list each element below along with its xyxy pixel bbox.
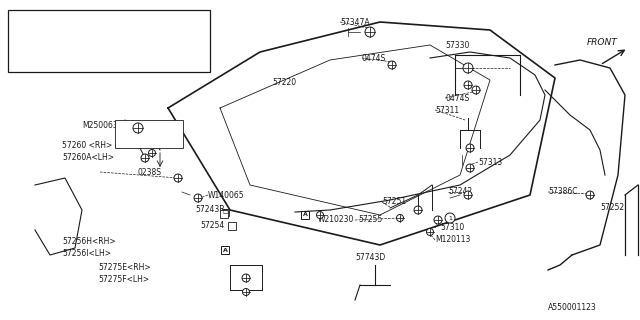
Circle shape — [466, 164, 474, 172]
Text: A/C LABEL: A/C LABEL — [129, 138, 168, 147]
Text: 57275E<RH>: 57275E<RH> — [98, 263, 150, 273]
Text: 57743D: 57743D — [355, 253, 385, 262]
Text: 0474S: 0474S — [445, 93, 469, 102]
Circle shape — [388, 61, 396, 69]
Text: A: A — [223, 247, 227, 252]
Text: 57260 <RH>: 57260 <RH> — [62, 140, 112, 149]
Bar — [301, 211, 309, 219]
Text: FRONT: FRONT — [587, 37, 618, 46]
Text: 57310: 57310 — [440, 223, 464, 233]
Circle shape — [243, 289, 250, 295]
Text: W140065: W140065 — [208, 190, 244, 199]
Text: M120113: M120113 — [435, 236, 470, 244]
Text: 0238S: 0238S — [138, 167, 162, 177]
Text: 57260A<LH>: 57260A<LH> — [62, 153, 114, 162]
Circle shape — [414, 206, 422, 214]
Text: FIG.730: FIG.730 — [134, 125, 164, 134]
Circle shape — [148, 149, 156, 156]
Circle shape — [194, 194, 202, 202]
Circle shape — [472, 86, 480, 94]
Circle shape — [141, 154, 149, 162]
Text: 57386C: 57386C — [548, 188, 577, 196]
Text: <1608- >: <1608- > — [122, 52, 159, 61]
Text: < -1608>: < -1608> — [122, 26, 159, 35]
Bar — [221, 246, 229, 254]
Text: 57243B: 57243B — [195, 205, 225, 214]
Bar — [115, 120, 183, 148]
Text: 57252: 57252 — [600, 204, 624, 212]
Circle shape — [463, 63, 473, 73]
Bar — [220, 210, 228, 218]
Bar — [8, 10, 210, 72]
Circle shape — [365, 27, 375, 37]
Text: 0474S: 0474S — [362, 53, 387, 62]
Text: 57311: 57311 — [435, 106, 459, 115]
Text: M000457: M000457 — [42, 52, 78, 61]
Circle shape — [397, 214, 403, 221]
Text: 57254: 57254 — [200, 220, 224, 229]
Text: 57313: 57313 — [478, 157, 502, 166]
Text: A: A — [303, 212, 307, 218]
Circle shape — [445, 213, 455, 223]
Bar — [221, 209, 228, 215]
Text: 57255: 57255 — [358, 215, 382, 225]
Text: 57220: 57220 — [272, 77, 296, 86]
Circle shape — [133, 123, 143, 133]
Circle shape — [586, 191, 594, 199]
Circle shape — [174, 174, 182, 182]
Text: W210230: W210230 — [318, 215, 355, 225]
Circle shape — [17, 37, 33, 53]
Text: M000331: M000331 — [42, 26, 77, 35]
Text: M250063: M250063 — [82, 121, 118, 130]
Circle shape — [317, 212, 323, 219]
Circle shape — [434, 216, 442, 224]
Circle shape — [466, 144, 474, 152]
Bar — [228, 222, 236, 230]
Text: 57347A: 57347A — [340, 18, 370, 27]
Text: 57242: 57242 — [448, 188, 472, 196]
Text: 57256H<RH>: 57256H<RH> — [62, 237, 116, 246]
Text: 57330: 57330 — [446, 41, 470, 50]
Circle shape — [242, 274, 250, 282]
Circle shape — [426, 228, 433, 236]
Text: 57275F<LH>: 57275F<LH> — [98, 276, 149, 284]
Text: 57256I<LH>: 57256I<LH> — [62, 249, 111, 258]
Circle shape — [464, 81, 472, 89]
Text: 1: 1 — [448, 215, 452, 220]
Text: A550001123: A550001123 — [548, 303, 596, 313]
Circle shape — [464, 191, 472, 199]
Text: □: □ — [222, 210, 228, 214]
Text: 57251: 57251 — [382, 197, 406, 206]
Text: 1: 1 — [23, 43, 27, 47]
